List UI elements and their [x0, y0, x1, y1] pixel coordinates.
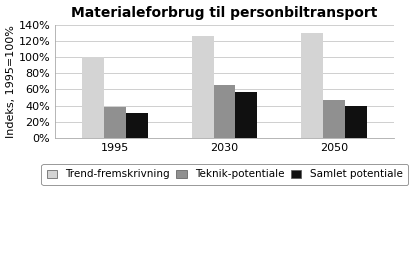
Bar: [192, 36, 214, 138]
Bar: [323, 100, 345, 138]
Bar: [214, 85, 236, 138]
Bar: [104, 107, 126, 138]
Bar: [236, 92, 257, 138]
Y-axis label: Indeks, 1995=100%: Indeks, 1995=100%: [5, 25, 16, 138]
Bar: [345, 106, 367, 138]
Bar: [126, 113, 148, 138]
Bar: [301, 33, 323, 138]
Legend: Trend-fremskrivning, Teknik-potentiale, Samlet potentiale: Trend-fremskrivning, Teknik-potentiale, …: [42, 164, 408, 185]
Title: Materialeforbrug til personbiltransport: Materialeforbrug til personbiltransport: [71, 6, 378, 20]
Bar: [82, 57, 104, 138]
